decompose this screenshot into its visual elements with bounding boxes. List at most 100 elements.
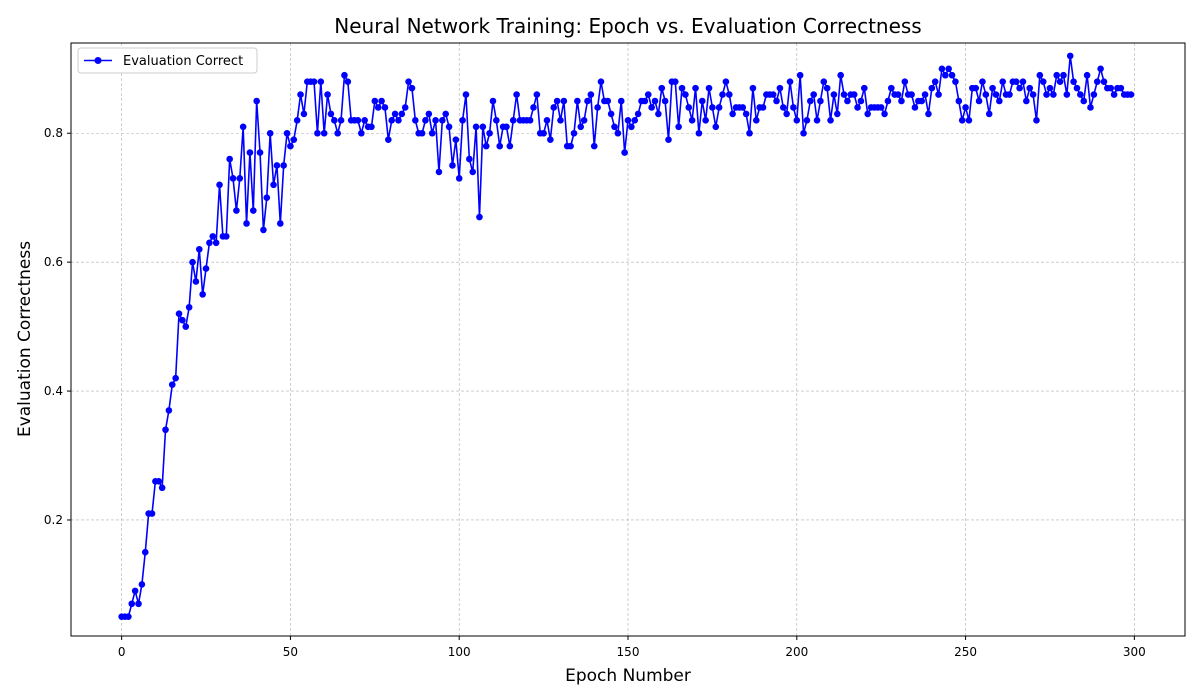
data-point (624, 117, 632, 124)
data-point (125, 613, 132, 620)
data-point (374, 104, 382, 111)
data-point (263, 194, 271, 201)
data-point (324, 91, 331, 98)
data-point (398, 110, 406, 118)
data-point (928, 84, 936, 92)
data-point (280, 162, 287, 169)
data-point (901, 78, 909, 85)
data-point (594, 104, 601, 111)
data-point (709, 104, 716, 111)
data-point (773, 97, 780, 105)
data-point (796, 71, 804, 79)
data-point (1023, 97, 1030, 105)
data-point (195, 245, 203, 253)
data-point (695, 129, 703, 137)
data-point (293, 117, 301, 124)
data-point (405, 78, 412, 85)
data-point (584, 97, 591, 105)
y-tick-label: 0.6 (44, 255, 63, 269)
data-point (975, 97, 983, 105)
data-point (604, 97, 612, 105)
data-point (273, 162, 281, 169)
data-point (172, 374, 179, 382)
data-point (580, 117, 588, 124)
data-point (229, 175, 237, 182)
data-point (827, 117, 834, 124)
data-point (840, 91, 848, 98)
data-point (611, 123, 618, 131)
data-point (999, 78, 1007, 85)
data-point (1053, 71, 1061, 79)
data-point (354, 117, 362, 124)
data-point (783, 110, 790, 118)
data-point (574, 97, 581, 105)
data-point (850, 91, 858, 98)
data-point (931, 78, 939, 85)
data-point (597, 78, 605, 85)
data-point (813, 117, 821, 124)
data-point (401, 104, 409, 111)
data-point (513, 91, 520, 98)
data-point (179, 316, 186, 324)
data-point (368, 123, 375, 131)
data-point (243, 220, 250, 227)
data-point (688, 117, 696, 124)
data-point (1117, 84, 1125, 92)
chart-title: Neural Network Training: Epoch vs. Evalu… (334, 14, 921, 38)
data-point (459, 117, 466, 124)
data-point (844, 97, 851, 105)
data-point (1033, 117, 1040, 124)
data-point (749, 84, 757, 92)
data-point (1006, 91, 1013, 98)
data-point (786, 78, 794, 85)
data-point (651, 97, 659, 105)
data-point (979, 78, 986, 85)
data-point (952, 78, 959, 85)
data-point (1016, 84, 1023, 92)
data-point (236, 175, 244, 182)
data-point (425, 110, 433, 118)
data-point (1070, 78, 1077, 85)
data-point (202, 265, 210, 272)
data-point (1066, 52, 1074, 60)
data-point (239, 123, 247, 131)
data-point (310, 78, 318, 85)
data-point (1026, 84, 1034, 92)
series-layer (118, 52, 1135, 620)
data-point (881, 110, 888, 118)
data-point (1087, 104, 1094, 111)
data-point (479, 123, 487, 131)
data-point (810, 91, 817, 98)
data-point (560, 97, 568, 105)
data-point (925, 110, 932, 118)
data-point (412, 117, 419, 124)
data-point (435, 168, 443, 176)
data-point (212, 239, 220, 247)
data-point (209, 233, 217, 240)
data-point (894, 91, 902, 98)
data-point (158, 484, 166, 492)
data-point (705, 84, 713, 92)
data-point (462, 91, 470, 98)
data-point (290, 136, 298, 143)
data-point (655, 110, 662, 118)
data-point (341, 71, 348, 79)
data-point (648, 104, 655, 111)
data-point (469, 168, 477, 176)
data-point (742, 110, 750, 118)
data-point (830, 91, 838, 98)
y-tick-label: 0.8 (44, 126, 63, 140)
data-point (395, 117, 402, 124)
data-point (1019, 78, 1027, 85)
data-point (948, 71, 956, 79)
data-point (685, 104, 693, 111)
data-point (266, 129, 274, 137)
data-point (331, 117, 338, 124)
data-point (1100, 78, 1108, 85)
data-point (587, 91, 595, 98)
data-point (1107, 84, 1115, 92)
data-point (661, 97, 669, 105)
x-tick-label: 200 (785, 645, 808, 659)
data-point (996, 97, 1003, 105)
data-point (226, 155, 233, 163)
